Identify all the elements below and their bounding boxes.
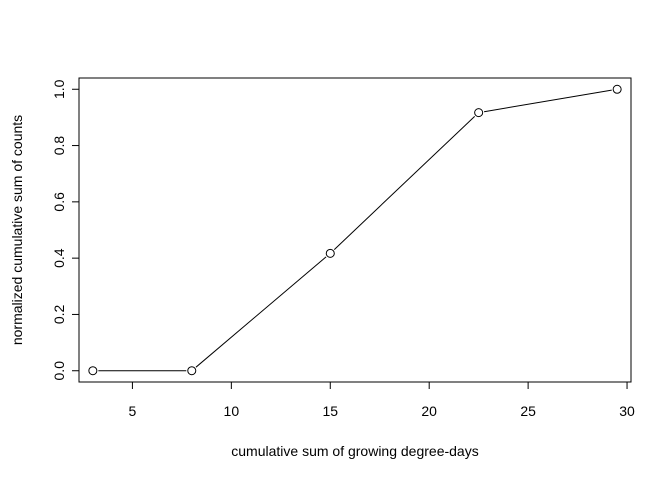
y-axis: 0.0 0.2 0.4 0.6 0.8 1.0 <box>51 79 80 381</box>
x-axis: 5 10 15 20 25 30 <box>129 381 635 419</box>
data-point <box>474 108 484 118</box>
y-tick-label: 0.2 <box>51 305 67 325</box>
series-segment <box>483 89 612 113</box>
series-layer <box>88 84 622 376</box>
y-tick-label: 0.0 <box>51 361 67 381</box>
data-point <box>325 248 335 258</box>
x-tick-label: 30 <box>619 403 635 419</box>
data-point <box>187 366 197 376</box>
x-tick-label: 5 <box>129 403 137 419</box>
y-tick-label: 0.6 <box>51 192 67 212</box>
x-tick-label: 10 <box>224 403 240 419</box>
y-tick-label: 0.4 <box>51 248 67 268</box>
y-axis-label: normalized cumulative sum of counts <box>9 115 25 345</box>
y-tick-label: 1.0 <box>51 79 67 99</box>
x-tick-label: 25 <box>520 403 536 419</box>
data-point <box>612 84 622 94</box>
x-tick-label: 15 <box>322 403 338 419</box>
x-axis-label: cumulative sum of growing degree-days <box>231 443 478 459</box>
series-segment <box>333 116 476 250</box>
data-point <box>88 366 98 376</box>
series-segment <box>195 256 327 368</box>
x-tick-label: 20 <box>421 403 437 419</box>
y-tick-label: 0.8 <box>51 136 67 156</box>
